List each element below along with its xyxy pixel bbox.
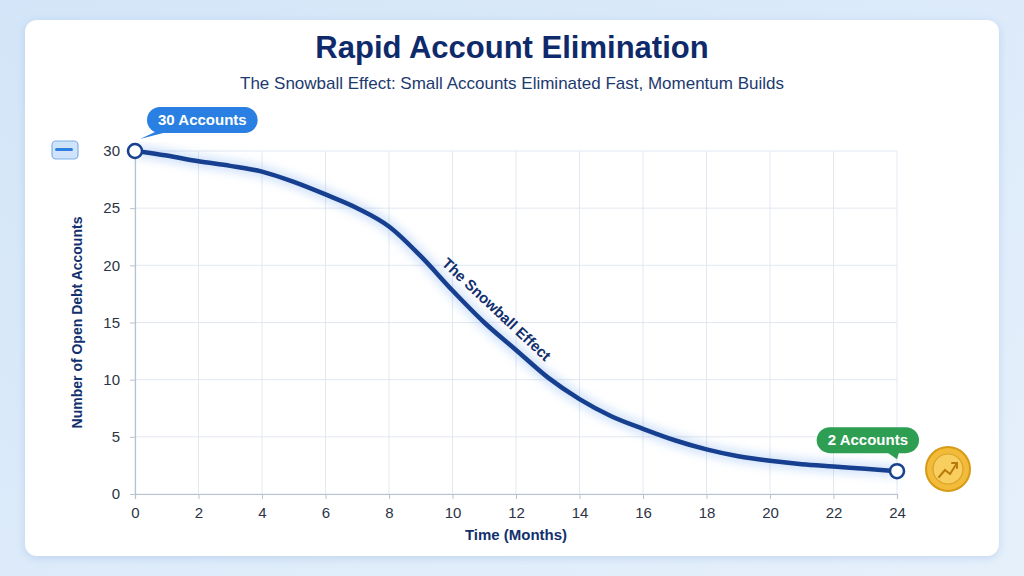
tick-mark <box>130 437 135 438</box>
coin-icon <box>926 447 970 491</box>
tick-label: 10 <box>445 504 462 521</box>
tick-label: 18 <box>699 504 716 521</box>
tick: 18 <box>699 494 716 521</box>
coin-arrow <box>939 463 957 477</box>
y-axis-title: Number of Open Debt Accounts <box>69 216 85 428</box>
tick: 14 <box>572 494 589 521</box>
annotation: The Snowball Effect <box>439 254 555 364</box>
card-icon <box>52 141 78 159</box>
tick: 5 <box>112 428 135 445</box>
tick-mark <box>516 494 517 499</box>
grid-line-y <box>135 436 897 437</box>
card-icon-stripe <box>55 148 73 151</box>
tick-mark <box>389 494 390 499</box>
tick-label: 14 <box>572 504 589 521</box>
tick-mark <box>453 494 454 499</box>
tick-mark <box>707 494 708 499</box>
tick-mark <box>199 494 200 499</box>
subtitle: The Snowball Effect: Small Accounts Elim… <box>240 74 784 93</box>
tick-mark <box>770 494 771 499</box>
card-icon-body <box>52 141 78 159</box>
tick-mark <box>580 494 581 499</box>
card <box>25 20 999 556</box>
tick-mark <box>130 380 135 381</box>
annotation: 2 Accounts <box>817 427 919 459</box>
tick-mark <box>834 494 835 499</box>
annotation-label: 2 Accounts <box>828 431 908 448</box>
tick: 22 <box>826 494 843 521</box>
tick-label: 30 <box>103 142 120 159</box>
coin-outer <box>926 447 970 491</box>
tick: 12 <box>508 494 525 521</box>
grid-line-y <box>135 208 897 209</box>
chart-root: Rapid Account Elimination The Snowball Ef… <box>0 0 1024 576</box>
tick-label: 10 <box>103 371 120 388</box>
tick: 10 <box>445 494 462 521</box>
tick: 8 <box>385 494 393 521</box>
annotation-pill <box>817 427 919 453</box>
tick: 10 <box>103 371 135 388</box>
tick-mark <box>897 494 898 499</box>
tick-label: 0 <box>131 504 139 521</box>
tick-mark <box>130 494 135 495</box>
background <box>0 0 1024 576</box>
grid <box>135 151 897 494</box>
grid-line-y <box>135 265 897 266</box>
tick: 25 <box>103 199 135 216</box>
tick: 6 <box>322 494 330 521</box>
tick-label: 25 <box>103 199 120 216</box>
tick: 2 <box>195 494 203 521</box>
x-axis: 024681012141618202224 <box>131 494 906 521</box>
tick-mark <box>262 494 263 499</box>
axis-line <box>130 152 136 495</box>
annotation-label: The Snowball Effect <box>439 254 555 364</box>
tick-label: 5 <box>112 428 120 445</box>
chart-svg: Rapid Account Elimination The Snowball Ef… <box>0 0 1024 576</box>
annotation-pointer <box>887 452 899 459</box>
x-axis-title: Time (Months) <box>465 526 567 543</box>
tick-label: 4 <box>258 504 266 521</box>
tick-label: 20 <box>103 257 120 274</box>
tick: 4 <box>258 494 266 521</box>
title: Rapid Account Elimination <box>315 30 708 65</box>
line <box>135 151 897 471</box>
axis-line <box>136 495 898 500</box>
tick-mark <box>130 323 135 324</box>
tick: 24 <box>889 494 906 521</box>
grid-line-y <box>135 151 897 152</box>
tick-label: 20 <box>762 504 779 521</box>
tick-label: 2 <box>195 504 203 521</box>
tick-label: 0 <box>112 485 120 502</box>
tick: 20 <box>762 494 779 521</box>
tick: 0 <box>112 485 135 502</box>
annotation-pill <box>147 107 258 133</box>
tick: 16 <box>635 494 652 521</box>
tick-mark <box>326 494 327 499</box>
tick-label: 6 <box>322 504 330 521</box>
grid-line-y <box>135 379 897 380</box>
tick-label: 12 <box>508 504 525 521</box>
tick-label: 15 <box>103 314 120 331</box>
tick-label: 24 <box>889 504 906 521</box>
annotation: 30 Accounts <box>140 107 258 139</box>
tick-mark <box>130 265 135 266</box>
coin-inner <box>933 454 963 484</box>
plot-area <box>128 144 904 478</box>
tick: 20 <box>103 257 135 274</box>
tick-label: 8 <box>385 504 393 521</box>
annotation-label: 30 Accounts <box>158 111 247 128</box>
annotation-pointer <box>140 132 167 139</box>
y-axis: 0 5 10 15 20 25 30 <box>103 142 135 502</box>
tick-mark <box>130 208 135 209</box>
tick-label: 16 <box>635 504 652 521</box>
end-point <box>128 144 142 158</box>
tick: 15 <box>103 314 135 331</box>
tick-mark <box>643 494 644 499</box>
end-point <box>890 464 904 478</box>
tick-label: 22 <box>826 504 843 521</box>
tick: 0 <box>131 494 139 521</box>
